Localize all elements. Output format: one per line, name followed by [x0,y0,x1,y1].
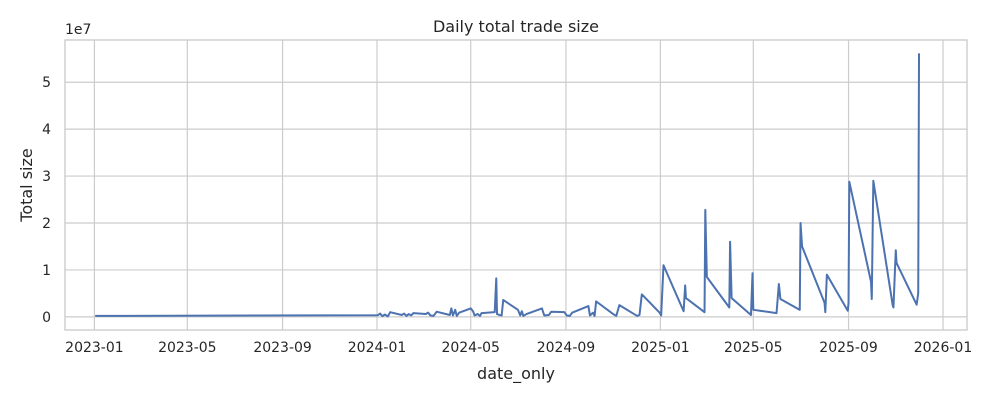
x-tick-label: 2023-09 [253,340,312,356]
grid-layer [65,40,967,330]
x-tick-label: 2023-01 [65,340,124,356]
y-tick-label: 2 [42,216,51,232]
x-axis-label: date_only [477,364,555,384]
x-tick-label: 2024-05 [441,340,500,356]
x-tick-label: 2025-01 [631,340,690,356]
x-tick-label: 2025-09 [819,340,878,356]
y-axis-scale-label: 1e7 [65,22,91,38]
y-tick-label: 0 [42,310,51,326]
y-tick-label: 3 [42,169,51,185]
x-tick-label: 2023-05 [158,340,217,356]
y-axis-label: Total size [17,148,36,222]
series-layer [94,53,920,318]
x-tick-label: 2024-01 [348,340,407,356]
chart-title: Daily total trade size [433,17,599,36]
plot-frame [64,39,968,331]
y-tick-label: 1 [42,263,51,279]
series-line [94,53,920,318]
x-tick-label: 2026-01 [914,340,973,356]
tick-label-layer: 2023-01 2023-05 2023-09 2024-01 2024-05 2024-… [42,75,972,356]
y-tick-label: 5 [42,75,51,91]
x-tick-label: 2025-05 [724,340,783,356]
x-tick-label: 2024-09 [537,340,596,356]
y-tick-label: 4 [42,122,51,138]
